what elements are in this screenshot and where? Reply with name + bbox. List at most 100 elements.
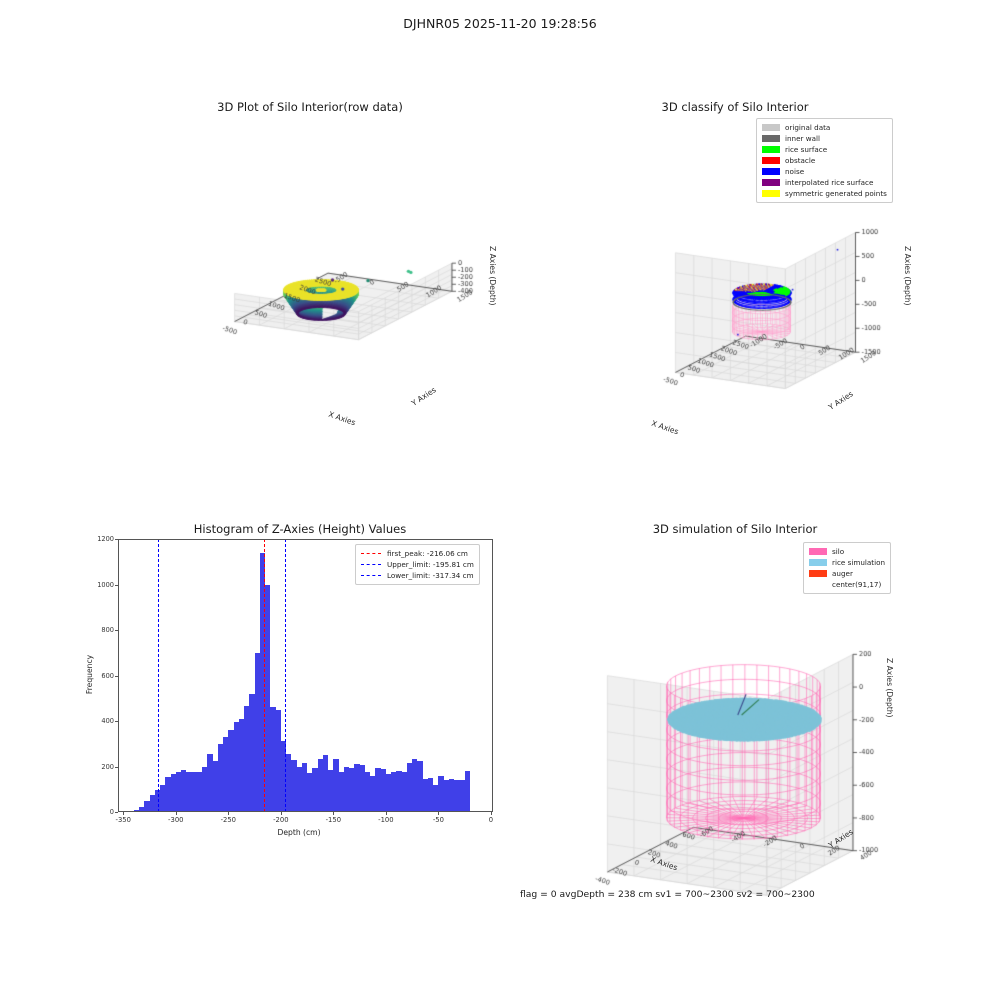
histogram-x-tick-mark: [438, 812, 440, 815]
legend-label: first_peak: -216.06 cm: [387, 549, 468, 558]
histogram-y-tick-mark: [115, 675, 118, 677]
classify3d-title: 3D classify of Silo Interior: [661, 100, 809, 114]
histogram-bar: [291, 759, 297, 812]
histogram-y-tick-label: 1200: [97, 535, 114, 543]
histogram-bar: [422, 779, 428, 812]
histogram-xlabel: Depth (cm): [277, 828, 321, 837]
histogram-bar: [244, 706, 250, 812]
histogram-bar: [238, 718, 245, 812]
legend-label: Lower_limit: -317.34 cm: [387, 571, 474, 580]
legend-label: symmetric generated points: [785, 189, 887, 198]
histogram-bar: [359, 765, 365, 812]
histogram-x-tick-mark: [123, 812, 125, 815]
legend-swatch-icon: [762, 190, 780, 197]
histogram-bar: [385, 774, 392, 812]
histogram-x-tick-label: -100: [378, 816, 394, 824]
histogram-bar: [406, 763, 413, 812]
histogram-y-tick-label: 400: [101, 717, 114, 725]
panel-raw-3d-plot: 3D Plot of Silo Interior(row data) X Axi…: [110, 96, 510, 466]
figure-footer: flag = 0 avgDepth = 238 cm sv1 = 700~230…: [520, 889, 815, 900]
histogram-bar: [154, 790, 160, 812]
histogram-bar: [322, 755, 329, 812]
histogram-x-tick-label: -300: [168, 816, 184, 824]
histogram-x-tick-mark: [333, 812, 335, 815]
histogram-x-tick-label: -350: [115, 816, 131, 824]
histogram-bar: [301, 763, 308, 812]
histogram-bar: [412, 758, 418, 812]
histogram-y-tick-label: 600: [101, 671, 114, 680]
histogram-legend-item: Lower_limit: -317.34 cm: [361, 570, 474, 581]
histogram-x-tick-label: -150: [325, 816, 342, 824]
histogram-bar: [391, 772, 397, 812]
panel-histogram: Histogram of Z-Axies (Height) Values fir…: [80, 520, 500, 920]
histogram-bar: [370, 775, 376, 812]
histogram-bar: [417, 760, 423, 812]
legend-swatch-icon: [762, 168, 780, 175]
legend-swatch-icon: [809, 570, 827, 577]
legend-label: inner wall: [785, 134, 821, 143]
simulation-legend-item: silo: [809, 546, 885, 557]
histogram-x-tick-label: -250: [220, 816, 236, 824]
histogram-y-tick-mark: [115, 584, 118, 586]
simulation-legend-item: rice simulation: [809, 557, 885, 568]
simulation3d-legend: silo rice simulation auger center(91,17): [803, 542, 892, 594]
classify3d-canvas[interactable]: [555, 116, 955, 471]
histogram-bar: [375, 767, 381, 812]
raw3d-title: 3D Plot of Silo Interior(row data): [217, 100, 403, 114]
histogram-y-tick-mark: [115, 721, 118, 722]
histogram-x-tick-mark: [228, 812, 230, 815]
histogram-x-tick-label: -200: [273, 816, 289, 824]
histogram-bar: [217, 743, 224, 812]
histogram-plot-area[interactable]: [118, 539, 493, 812]
classify-legend-item: noise: [762, 166, 887, 177]
histogram-bar: [338, 772, 344, 812]
histogram-y-tick-label: 800: [101, 626, 114, 634]
classify-legend-item: original data: [762, 122, 887, 133]
histogram-bar: [144, 801, 150, 812]
histogram-bar: [459, 780, 465, 812]
histogram-bar: [296, 766, 302, 812]
legend-swatch-icon: [762, 146, 780, 153]
histogram-bar: [317, 758, 323, 812]
histogram-x-tick-label: 0: [488, 816, 494, 824]
classify3d-legend: original data inner wall rice surface obsta…: [756, 118, 893, 203]
histogram-bar: [401, 772, 407, 812]
legend-dashed-line-icon: [361, 553, 381, 554]
histogram-bar: [307, 773, 313, 812]
histogram-x-tick-mark: [490, 812, 492, 815]
histogram-threshold-line: [263, 539, 265, 812]
histogram-bar: [196, 772, 203, 812]
raw3d-canvas[interactable]: [110, 116, 510, 466]
histogram-bar: [170, 773, 176, 812]
histogram-bar: [427, 777, 434, 812]
classify-legend-item: inner wall: [762, 133, 887, 144]
histogram-bar: [233, 722, 239, 812]
histogram-title: Histogram of Z-Axies (Height) Values: [193, 522, 407, 536]
histogram-y-tick-label: 0: [109, 808, 114, 816]
histogram-bar: [438, 775, 444, 812]
classify-legend-item: obstacle: [762, 155, 887, 166]
histogram-x-tick-mark: [175, 812, 177, 815]
simulation3d-canvas[interactable]: [555, 538, 955, 898]
histogram-bar: [259, 552, 266, 812]
legend-dashed-line-icon: [361, 564, 381, 565]
histogram-bar: [181, 770, 187, 812]
histogram-bar: [254, 652, 260, 812]
histogram-threshold-line: [285, 539, 287, 812]
histogram-bar: [275, 709, 281, 812]
histogram-bar: [312, 767, 318, 812]
legend-label: obstacle: [785, 156, 816, 165]
histogram-bar: [139, 806, 145, 812]
classify-legend-item: rice surface: [762, 144, 887, 155]
histogram-legend-item: first_peak: -216.06 cm: [361, 548, 474, 559]
legend-dashed-line-icon: [361, 575, 381, 576]
histogram-bar: [448, 779, 455, 812]
histogram-y-tick-label: 200: [101, 762, 114, 771]
histogram-bar: [160, 785, 166, 812]
histogram-bar: [228, 730, 234, 812]
histogram-bar: [380, 768, 386, 812]
histogram-bar: [464, 771, 470, 812]
histogram-bar: [354, 764, 360, 812]
legend-label: center(91,17): [832, 580, 882, 589]
